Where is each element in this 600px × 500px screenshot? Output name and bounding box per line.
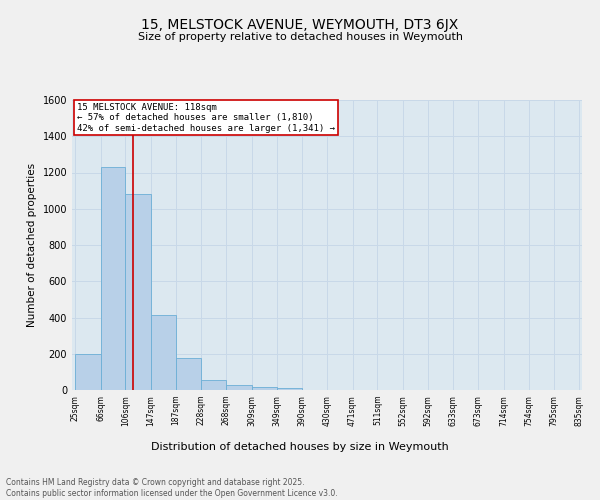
Bar xyxy=(75,354,101,390)
Bar xyxy=(202,380,226,390)
Text: Size of property relative to detached houses in Weymouth: Size of property relative to detached ho… xyxy=(137,32,463,42)
Text: 15, MELSTOCK AVENUE, WEYMOUTH, DT3 6JX: 15, MELSTOCK AVENUE, WEYMOUTH, DT3 6JX xyxy=(142,18,458,32)
Text: Contains HM Land Registry data © Crown copyright and database right 2025.
Contai: Contains HM Land Registry data © Crown c… xyxy=(6,478,338,498)
Bar xyxy=(101,167,125,390)
Bar xyxy=(252,388,277,390)
Bar xyxy=(226,386,252,390)
Y-axis label: Number of detached properties: Number of detached properties xyxy=(27,163,37,327)
Text: 15 MELSTOCK AVENUE: 118sqm
← 57% of detached houses are smaller (1,810)
42% of s: 15 MELSTOCK AVENUE: 118sqm ← 57% of deta… xyxy=(77,103,335,132)
Bar xyxy=(176,358,202,390)
Bar xyxy=(277,388,302,390)
Text: Distribution of detached houses by size in Weymouth: Distribution of detached houses by size … xyxy=(151,442,449,452)
Bar xyxy=(125,194,151,390)
Bar xyxy=(151,315,176,390)
